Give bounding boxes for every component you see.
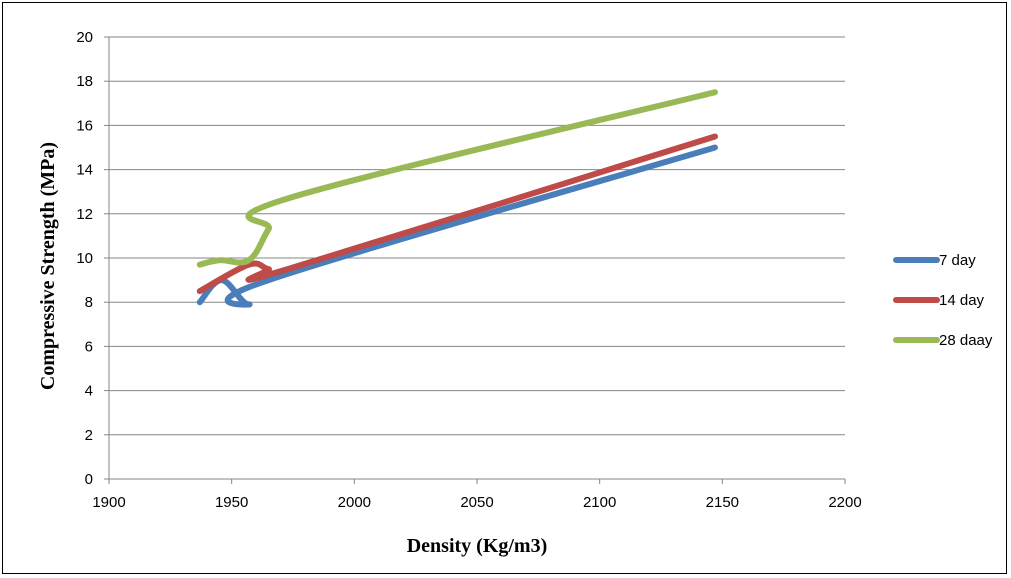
y-tick-labels: 0 2 4 6 8 10 12 14 16 18 20 <box>76 29 93 488</box>
legend-label: 7 day <box>939 252 976 269</box>
x-tick-label: 2200 <box>828 494 861 511</box>
y-tick-label: 8 <box>85 294 93 311</box>
series-line-7-day <box>196 144 718 308</box>
x-tick-label: 2100 <box>583 494 616 511</box>
y-axis-title: Compressive Strength (MPa) <box>37 142 59 390</box>
legend: 7 day 14 day 28 daay <box>893 252 993 349</box>
y-tick-label: 6 <box>85 338 93 355</box>
axes <box>104 36 846 484</box>
series-line-14-day <box>196 133 718 295</box>
x-tick-label: 1900 <box>92 494 125 511</box>
legend-label: 14 day <box>939 292 985 309</box>
legend-label: 28 daay <box>939 332 993 349</box>
y-tick-label: 4 <box>85 383 93 400</box>
y-tick-label: 10 <box>76 250 93 267</box>
x-tick-label: 2000 <box>338 494 371 511</box>
line-chart: 1900 1950 2000 2050 2100 2150 2200 0 2 4 6 8 10 12 14… <box>37 29 993 557</box>
y-tick-label: 18 <box>76 73 93 90</box>
x-tick-label: 1950 <box>215 494 248 511</box>
y-tick-label: 14 <box>76 162 93 179</box>
y-tick-label: 20 <box>76 29 93 46</box>
x-tick-label: 2050 <box>460 494 493 511</box>
series-line-28-daay <box>196 89 718 268</box>
gridlines <box>109 36 845 436</box>
y-tick-label: 0 <box>85 471 93 488</box>
y-tick-label: 12 <box>76 206 93 223</box>
y-tick-label: 16 <box>76 117 93 134</box>
x-tick-label: 2150 <box>706 494 739 511</box>
x-axis-title: Density (Kg/m3) <box>407 535 548 557</box>
series-lines <box>196 89 718 308</box>
y-tick-label: 2 <box>85 427 93 444</box>
x-tick-labels: 1900 1950 2000 2050 2100 2150 2200 <box>92 494 861 511</box>
